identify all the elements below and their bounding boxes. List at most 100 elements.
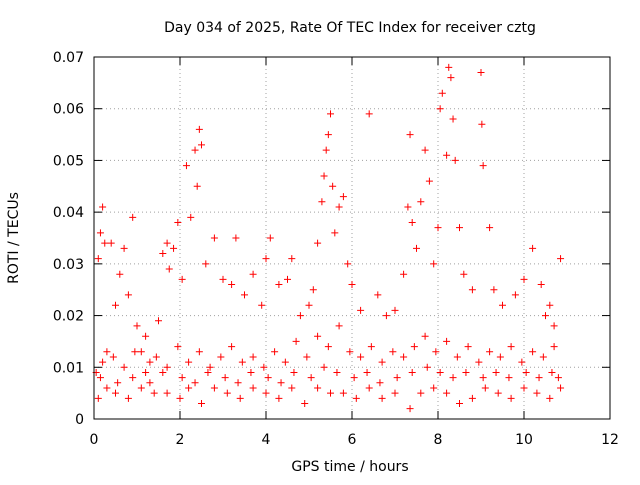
- data-point: [219, 275, 227, 283]
- data-point: [479, 162, 487, 170]
- data-point: [228, 343, 236, 351]
- data-point: [505, 374, 513, 382]
- data-point: [314, 239, 322, 247]
- data-point: [436, 368, 444, 376]
- data-point: [537, 281, 545, 289]
- data-point: [550, 343, 558, 351]
- data-points: [92, 63, 565, 413]
- data-point: [382, 312, 390, 320]
- data-point: [320, 172, 328, 180]
- data-point: [393, 374, 401, 382]
- data-point: [241, 291, 248, 299]
- data-point: [178, 275, 186, 283]
- data-point: [378, 358, 386, 366]
- data-point: [324, 343, 332, 351]
- data-point: [486, 348, 494, 356]
- data-point: [142, 368, 150, 376]
- data-point: [155, 317, 162, 325]
- data-point: [94, 255, 102, 263]
- data-point: [550, 322, 558, 330]
- data-point: [421, 146, 429, 154]
- data-point: [479, 374, 487, 382]
- data-point: [492, 368, 500, 376]
- data-point: [507, 343, 515, 351]
- data-point: [170, 244, 178, 252]
- data-point: [314, 384, 322, 392]
- data-point: [533, 389, 541, 397]
- data-point: [266, 234, 274, 242]
- data-point: [217, 353, 225, 361]
- y-tick-label: 0.02: [53, 309, 84, 325]
- data-point: [333, 368, 341, 376]
- data-point: [109, 353, 117, 361]
- data-point: [430, 384, 438, 392]
- data-point: [436, 105, 444, 113]
- data-point: [335, 322, 343, 330]
- data-point: [174, 218, 182, 226]
- data-point: [271, 348, 279, 356]
- data-point: [176, 394, 184, 402]
- data-point: [410, 343, 418, 351]
- data-point: [185, 384, 193, 392]
- data-point: [322, 146, 330, 154]
- data-point: [327, 389, 334, 397]
- y-tick-label: 0.05: [53, 153, 84, 169]
- data-point: [210, 384, 218, 392]
- data-point: [378, 394, 386, 402]
- data-point: [120, 244, 128, 252]
- data-point: [249, 270, 257, 278]
- data-point: [103, 384, 111, 392]
- data-point: [277, 379, 285, 387]
- data-point: [301, 399, 309, 407]
- data-point: [477, 69, 485, 77]
- y-tick-label: 0.04: [53, 205, 84, 221]
- data-point: [191, 146, 199, 154]
- data-point: [191, 379, 199, 387]
- data-point: [445, 63, 453, 71]
- data-point: [331, 229, 339, 237]
- data-point: [94, 394, 102, 402]
- data-point: [434, 224, 442, 232]
- data-point: [522, 368, 530, 376]
- y-tick-label: 0: [75, 412, 84, 428]
- data-point: [339, 389, 347, 397]
- data-point: [478, 120, 486, 128]
- data-point: [193, 182, 201, 190]
- data-point: [535, 374, 543, 382]
- grid-lines: [94, 57, 610, 419]
- data-point: [103, 348, 111, 356]
- y-tick-label: 0.03: [53, 257, 84, 273]
- data-point: [178, 374, 186, 382]
- data-point: [185, 358, 193, 366]
- data-point: [232, 234, 240, 242]
- data-point: [529, 348, 537, 356]
- data-point: [96, 229, 104, 237]
- data-point: [557, 255, 565, 263]
- data-point: [352, 394, 360, 402]
- y-axis-label: ROTI / TECUs: [6, 192, 22, 284]
- data-point: [288, 384, 296, 392]
- data-point: [210, 234, 218, 242]
- data-point: [264, 374, 272, 382]
- data-point: [456, 224, 463, 232]
- data-point: [404, 203, 412, 211]
- data-point: [425, 177, 433, 185]
- data-point: [329, 182, 337, 190]
- data-point: [346, 348, 354, 356]
- data-point: [137, 384, 145, 392]
- data-point: [150, 389, 158, 397]
- data-point: [133, 322, 141, 330]
- data-point: [165, 265, 173, 273]
- data-point: [112, 389, 119, 397]
- data-point: [481, 384, 489, 392]
- data-point: [247, 368, 255, 376]
- data-point: [490, 286, 498, 294]
- data-point: [228, 281, 236, 289]
- data-point: [303, 353, 311, 361]
- data-point: [146, 358, 154, 366]
- data-point: [408, 368, 416, 376]
- data-point: [542, 312, 549, 320]
- data-point: [275, 281, 283, 289]
- data-point: [350, 374, 358, 382]
